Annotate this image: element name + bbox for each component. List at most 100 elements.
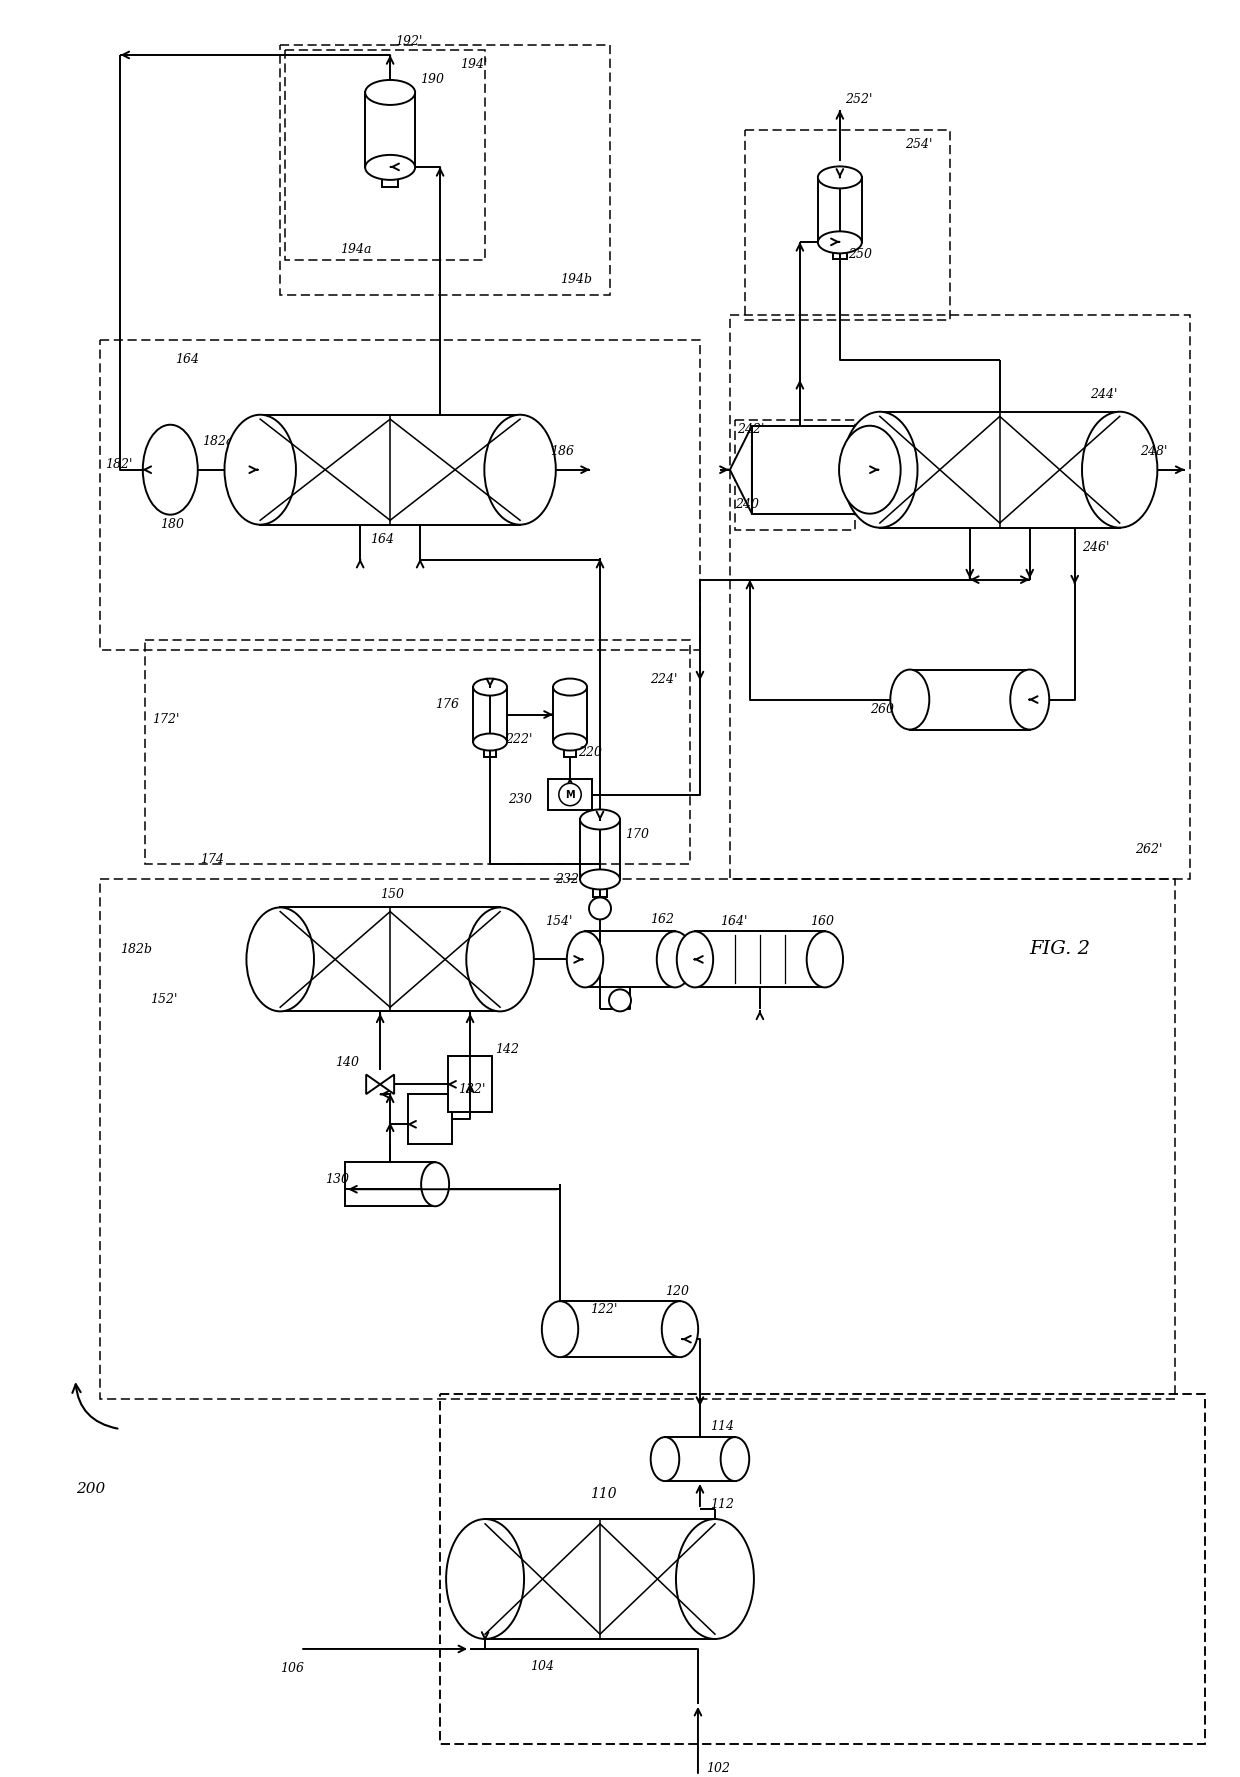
Ellipse shape	[446, 1519, 525, 1638]
Bar	[833, 242, 847, 259]
Text: 220: 220	[578, 746, 603, 759]
Text: M: M	[565, 789, 575, 800]
Text: 172': 172'	[153, 713, 180, 727]
Ellipse shape	[553, 679, 587, 695]
Ellipse shape	[839, 426, 900, 514]
Bar	[440, 1395, 1204, 1743]
Bar	[580, 819, 620, 880]
Ellipse shape	[474, 734, 507, 750]
Bar	[564, 743, 577, 757]
Text: 106: 106	[280, 1663, 304, 1676]
Text: 186: 186	[551, 446, 574, 458]
Ellipse shape	[580, 810, 620, 830]
Text: 182a: 182a	[202, 435, 234, 448]
Text: FIG. 2: FIG. 2	[1029, 940, 1090, 958]
Ellipse shape	[466, 908, 534, 1011]
Circle shape	[609, 990, 631, 1011]
Text: 154': 154'	[546, 915, 573, 928]
Bar	[280, 908, 500, 1011]
Bar	[100, 880, 1174, 1398]
Text: 254': 254'	[905, 139, 932, 151]
Ellipse shape	[542, 1301, 578, 1358]
Bar	[751, 426, 869, 514]
Text: 142: 142	[495, 1043, 520, 1056]
Ellipse shape	[365, 80, 415, 105]
Text: 194b: 194b	[560, 274, 591, 286]
Ellipse shape	[567, 931, 603, 988]
Text: 104: 104	[529, 1660, 554, 1674]
Ellipse shape	[818, 167, 862, 188]
Text: 152': 152'	[150, 993, 177, 1006]
Text: 230: 230	[508, 793, 532, 807]
Ellipse shape	[720, 1438, 749, 1480]
Ellipse shape	[580, 869, 620, 890]
Ellipse shape	[553, 734, 587, 750]
Ellipse shape	[657, 931, 693, 988]
Text: 246': 246'	[1081, 542, 1109, 554]
Text: 182': 182'	[105, 458, 133, 471]
Ellipse shape	[842, 412, 918, 528]
Ellipse shape	[1083, 412, 1157, 528]
Polygon shape	[366, 1075, 381, 1095]
Bar	[553, 688, 587, 743]
Bar	[448, 1056, 492, 1112]
Bar	[745, 130, 950, 320]
Bar	[145, 640, 689, 864]
Ellipse shape	[677, 931, 713, 988]
Text: 192': 192'	[396, 36, 423, 48]
Ellipse shape	[224, 414, 296, 524]
Text: 164: 164	[175, 354, 200, 366]
Bar	[730, 315, 1189, 880]
Polygon shape	[381, 1075, 394, 1095]
Text: 242': 242'	[737, 423, 764, 435]
Text: 130: 130	[325, 1173, 350, 1185]
Bar	[585, 931, 675, 988]
Ellipse shape	[676, 1519, 754, 1638]
Text: 180: 180	[160, 519, 185, 531]
Bar	[285, 50, 485, 259]
Text: 132': 132'	[458, 1082, 486, 1096]
Bar	[408, 1095, 453, 1144]
Text: 200: 200	[76, 1482, 105, 1496]
Text: 164: 164	[371, 533, 394, 546]
Text: 164': 164'	[720, 915, 748, 928]
Bar	[694, 931, 825, 988]
Text: 102: 102	[706, 1763, 730, 1775]
Text: 222': 222'	[505, 734, 532, 746]
Bar	[910, 670, 1029, 730]
Bar	[100, 339, 699, 650]
Text: 110: 110	[590, 1487, 616, 1502]
Text: 194a: 194a	[340, 243, 372, 256]
Ellipse shape	[818, 231, 862, 254]
FancyArrowPatch shape	[72, 1384, 118, 1429]
Text: 160: 160	[810, 915, 833, 928]
Text: 120: 120	[665, 1285, 689, 1297]
Text: 112: 112	[711, 1498, 734, 1510]
Bar	[485, 1519, 715, 1638]
Text: 262': 262'	[1135, 842, 1162, 857]
Ellipse shape	[662, 1301, 698, 1358]
Circle shape	[559, 784, 582, 805]
Text: 224': 224'	[650, 673, 677, 686]
Ellipse shape	[485, 414, 556, 524]
Text: 240: 240	[735, 498, 759, 512]
Text: 140: 140	[335, 1056, 360, 1068]
Bar	[280, 44, 610, 295]
Bar	[560, 1301, 680, 1358]
Bar	[735, 419, 854, 530]
Text: 250: 250	[848, 249, 872, 261]
Bar	[365, 92, 415, 167]
Ellipse shape	[474, 679, 507, 695]
Bar	[260, 414, 520, 524]
Text: 182b: 182b	[120, 944, 153, 956]
Text: 162: 162	[650, 913, 675, 926]
Bar	[345, 1162, 435, 1207]
Text: 174: 174	[201, 853, 224, 865]
Bar	[474, 688, 507, 743]
Polygon shape	[730, 426, 751, 514]
Bar	[880, 412, 1120, 528]
Ellipse shape	[890, 670, 929, 730]
Text: 244': 244'	[1090, 387, 1117, 402]
Text: 170: 170	[625, 828, 649, 841]
Ellipse shape	[365, 155, 415, 179]
